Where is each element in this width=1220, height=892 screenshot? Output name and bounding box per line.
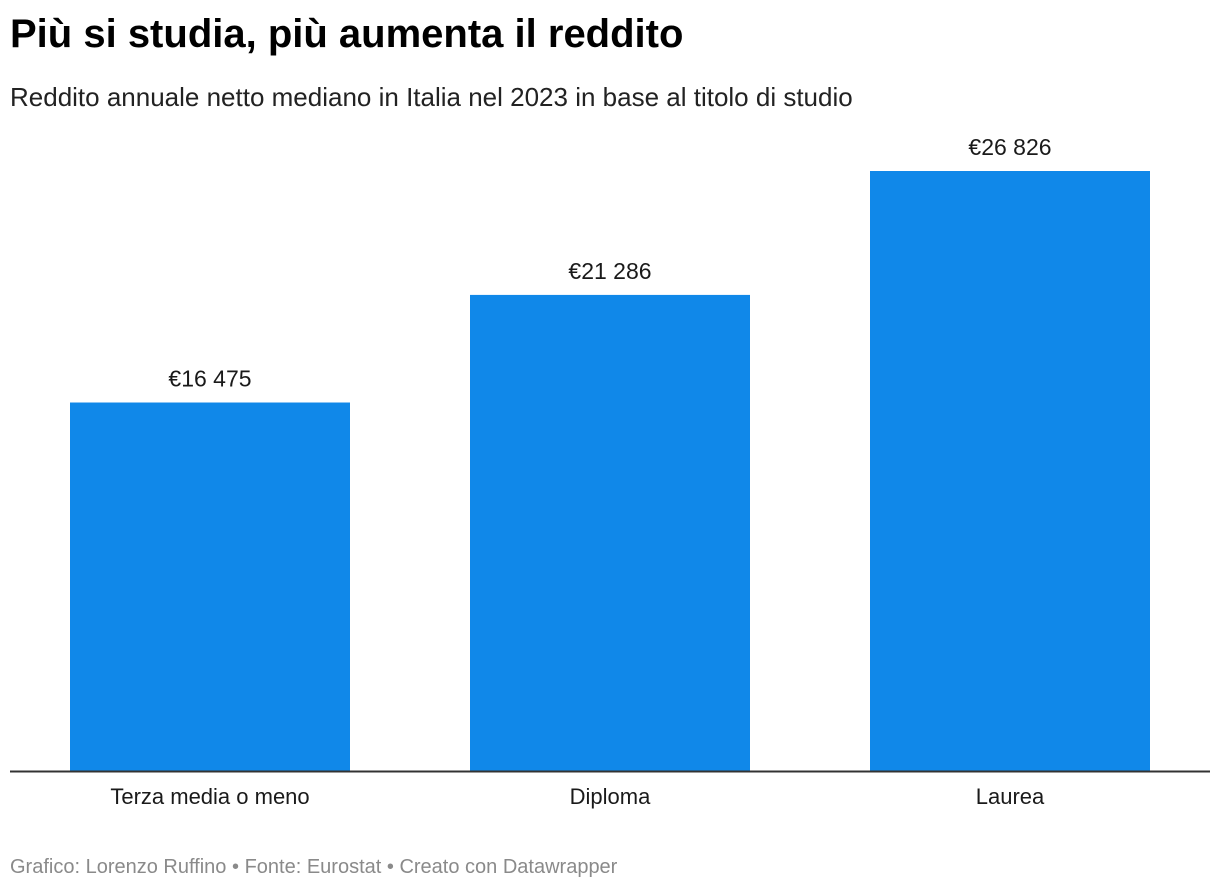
- footer-author: Grafico: Lorenzo Ruffino: [10, 856, 227, 878]
- bar-2: [470, 294, 750, 771]
- bar-3: [870, 171, 1150, 771]
- category-label: Terza media o meno: [110, 784, 309, 809]
- footer-source: Fonte: Eurostat: [244, 856, 382, 878]
- chart-footer: Grafico: Lorenzo Ruffino • Fonte: Eurost…: [10, 856, 617, 879]
- footer-separator: •: [231, 856, 239, 878]
- chart-subtitle: Reddito annuale netto mediano in Italia …: [10, 82, 853, 112]
- bar-value-label: €26 826: [968, 134, 1051, 160]
- footer-credit: Creato con Datawrapper: [399, 856, 618, 878]
- bar-value-label: €21 286: [568, 258, 651, 284]
- bar-value-label: €16 475: [168, 366, 251, 392]
- chart-title: Più si studia, più aumenta il reddito: [10, 12, 684, 56]
- category-label: Laurea: [976, 784, 1045, 809]
- bar-1: [70, 402, 350, 771]
- category-label: Diploma: [570, 784, 651, 809]
- footer-separator: •: [386, 856, 394, 878]
